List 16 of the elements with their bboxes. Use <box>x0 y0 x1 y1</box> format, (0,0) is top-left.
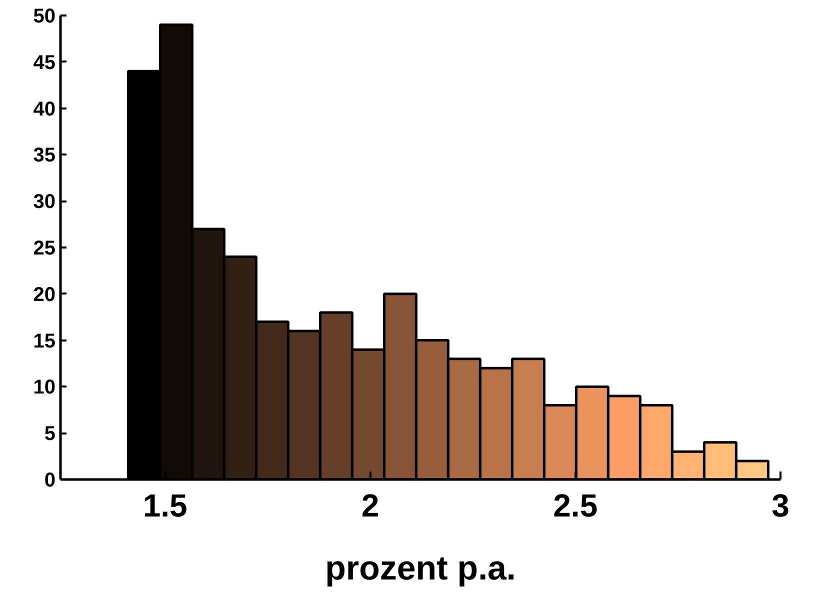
y-tick-label: 20 <box>33 284 56 306</box>
y-tick-label: 30 <box>33 191 56 214</box>
x-tick-label: 2 <box>361 488 380 524</box>
y-tick-label: 25 <box>33 238 56 260</box>
y-tick-label: 15 <box>33 330 56 352</box>
y-tick-label: 5 <box>44 423 56 446</box>
y-tick-label: 45 <box>33 52 56 74</box>
y-tick-label: 35 <box>33 144 56 167</box>
x-tick-label: 2.5 <box>553 488 598 524</box>
y-tick-label: 40 <box>33 98 56 120</box>
y-tick-label: 0 <box>44 470 56 492</box>
x-tick-label: 3 <box>772 488 790 524</box>
x-axis-title: prozent p.a. <box>325 550 516 588</box>
y-tick-label: 10 <box>33 376 56 399</box>
x-tick-label: 1.5 <box>142 488 188 524</box>
y-tick-label: 50 <box>33 6 56 28</box>
